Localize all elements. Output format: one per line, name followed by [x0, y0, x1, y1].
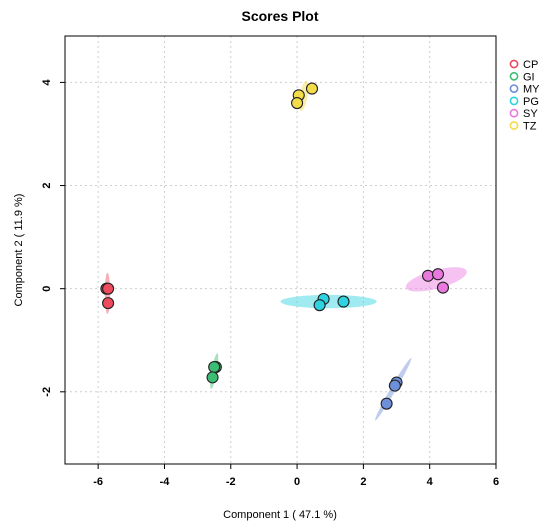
x-tick-label: -4 [160, 476, 171, 488]
x-tick-label: 0 [294, 476, 300, 488]
legend-label-pg: PG [523, 96, 539, 108]
axis-layer: -6 -4 -2 0 2 4 6 -2 0 2 4 [41, 78, 499, 488]
data-point-pg [337, 295, 350, 308]
legend-label-my: MY [523, 84, 540, 96]
data-point-sy [431, 268, 445, 281]
legend-marker-my [509, 84, 519, 93]
ellipse-layer [104, 80, 467, 421]
data-point-my [380, 397, 393, 410]
data-point-gi [206, 371, 219, 384]
data-point-tz [291, 96, 304, 110]
point-layer [100, 82, 450, 410]
legend-marker-tz [509, 121, 519, 130]
x-axis-label: Component 1 ( 47.1 %) [223, 509, 337, 521]
legend-marker-cp [509, 59, 519, 69]
y-tick-label: 0 [41, 286, 53, 292]
legend-marker-sy [509, 108, 519, 118]
legend-marker-pg [509, 96, 519, 106]
x-tick-label: 2 [360, 476, 366, 488]
plot-frame [64, 35, 497, 465]
data-point-cp [102, 297, 115, 310]
data-point-sy [421, 269, 435, 282]
y-tick-label: 4 [41, 78, 53, 85]
data-point-pg [313, 299, 326, 312]
x-tick-label: -6 [93, 476, 103, 488]
data-point-tz [305, 82, 319, 95]
y-tick-label: 2 [41, 182, 53, 188]
data-point-cp [102, 282, 115, 295]
data-point-gi [208, 361, 221, 374]
legend-marker-gi [509, 71, 519, 81]
grid-layer [65, 36, 497, 464]
legend-label-gi: GI [523, 71, 535, 83]
legend-label-sy: SY [523, 108, 538, 120]
legend-label-cp: CP [523, 59, 538, 71]
y-axis-label: Component 2 ( 11.9 %) [13, 194, 25, 307]
chart-title: Scores Plot [241, 8, 318, 24]
legend-label-tz: TZ [523, 121, 537, 133]
data-point-my [388, 379, 401, 392]
x-tick-label: -2 [226, 476, 236, 488]
data-point-sy [436, 281, 450, 294]
y-tick-label: -2 [41, 387, 53, 397]
x-tick-label: 4 [427, 476, 434, 488]
x-tick-label: 6 [493, 476, 499, 488]
